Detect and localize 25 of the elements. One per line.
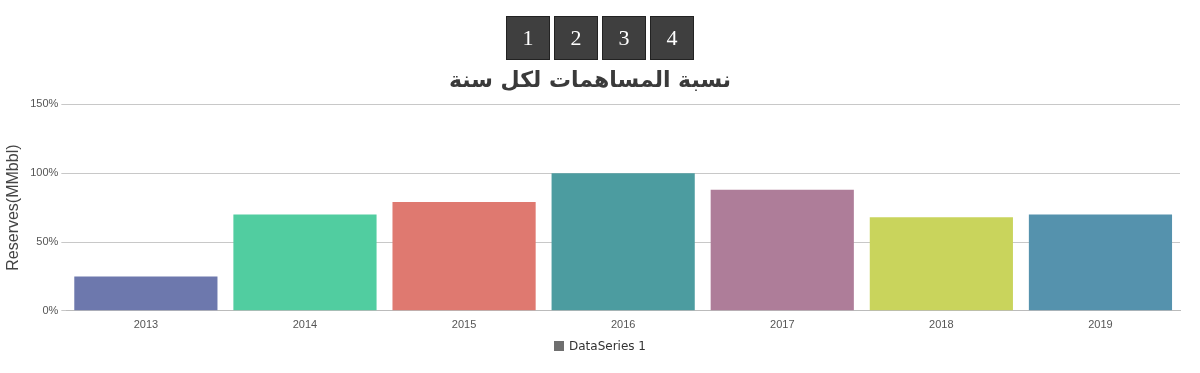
text: 3 (602, 16, 646, 60)
bar (1028, 214, 1173, 311)
bar (710, 189, 854, 311)
x-tick-label: 2014 (292, 318, 318, 331)
text: DataSeries 1 (568, 339, 646, 353)
y-tick-label: 100% (30, 166, 59, 179)
bar (551, 173, 695, 311)
bar (74, 276, 218, 311)
text: 4 (650, 16, 694, 60)
y-tick-label: 50% (36, 235, 59, 248)
y-tick-label: 0% (42, 303, 59, 316)
y-tick-label: 150% (30, 97, 59, 110)
x-tick-label: 2016 (610, 318, 636, 331)
x-tick-label: 2013 (133, 318, 159, 331)
chart-title: نسبة المساهمات لكل سنة (448, 66, 732, 92)
text: 1 (506, 16, 550, 60)
x-tick-label: 2018 (929, 318, 954, 331)
bar (392, 202, 536, 311)
text: 2 (554, 16, 598, 60)
bar (233, 214, 377, 311)
x-tick-label: 2019 (1088, 318, 1113, 331)
x-tick-label: 2015 (451, 318, 477, 331)
bar (869, 217, 1013, 311)
y-axis-title: Reserves(MMbbl) (4, 144, 22, 271)
x-tick-label: 2017 (770, 318, 795, 331)
